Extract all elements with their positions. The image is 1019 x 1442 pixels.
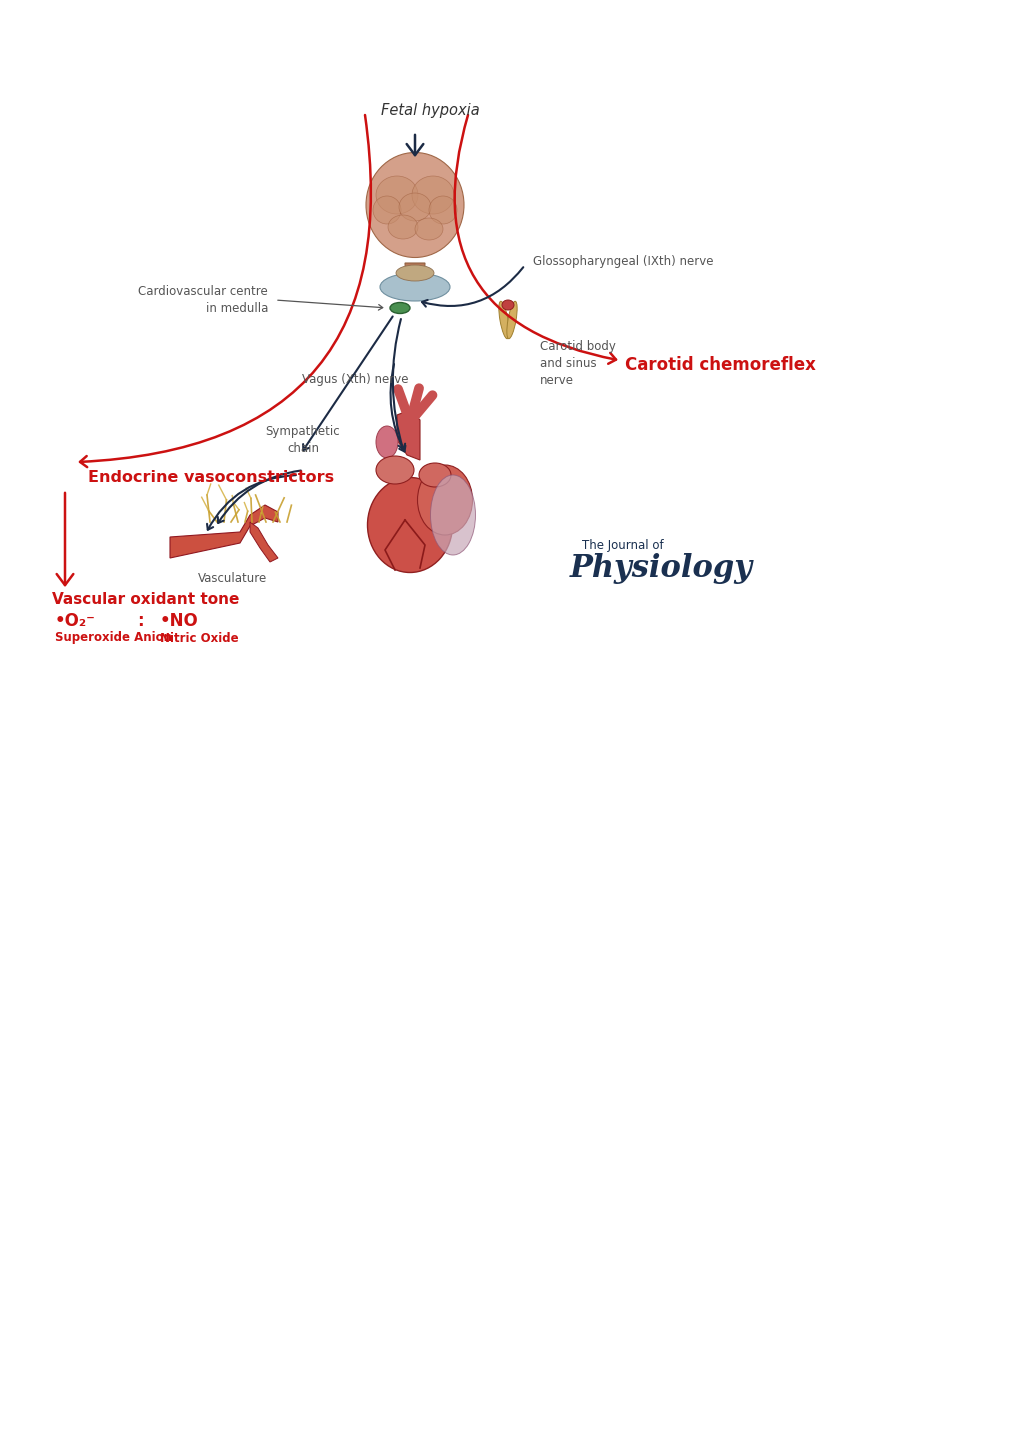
- Ellipse shape: [506, 301, 517, 339]
- Polygon shape: [405, 262, 425, 300]
- Ellipse shape: [419, 463, 450, 487]
- Ellipse shape: [415, 218, 442, 239]
- Text: Vasculature: Vasculature: [198, 572, 267, 585]
- Polygon shape: [396, 410, 420, 460]
- Ellipse shape: [395, 265, 433, 281]
- Polygon shape: [250, 522, 278, 562]
- Text: Fetal hypoxia: Fetal hypoxia: [380, 102, 479, 117]
- Text: Endocrine vasoconstrictors: Endocrine vasoconstrictors: [88, 470, 334, 486]
- Ellipse shape: [501, 300, 514, 310]
- Ellipse shape: [417, 464, 472, 535]
- Ellipse shape: [389, 303, 410, 313]
- Text: Sympathetic
chain: Sympathetic chain: [265, 425, 340, 456]
- Ellipse shape: [412, 176, 453, 213]
- Ellipse shape: [376, 456, 414, 485]
- Text: Physiology: Physiology: [570, 552, 752, 584]
- Text: Nitric Oxide: Nitric Oxide: [160, 632, 238, 645]
- Ellipse shape: [430, 474, 475, 555]
- Text: •O₂⁻: •O₂⁻: [55, 611, 96, 630]
- Ellipse shape: [380, 273, 449, 301]
- Ellipse shape: [498, 301, 508, 339]
- Text: Glossopharyngeal (IXth) nerve: Glossopharyngeal (IXth) nerve: [533, 254, 713, 268]
- Text: Superoxide Anion: Superoxide Anion: [55, 632, 172, 645]
- Ellipse shape: [387, 215, 418, 239]
- Ellipse shape: [398, 193, 431, 221]
- Text: Vascular oxidant tone: Vascular oxidant tone: [52, 593, 239, 607]
- Text: Cardiovascular centre
in medulla: Cardiovascular centre in medulla: [139, 286, 268, 314]
- Text: Vagus (Xth) nerve: Vagus (Xth) nerve: [302, 373, 408, 386]
- Ellipse shape: [376, 425, 397, 459]
- Text: •NO: •NO: [160, 611, 199, 630]
- Ellipse shape: [429, 196, 457, 224]
- Text: The Journal of: The Journal of: [582, 539, 663, 552]
- Text: Carotid body
and sinus
nerve: Carotid body and sinus nerve: [539, 340, 615, 386]
- Polygon shape: [170, 505, 278, 558]
- Text: Carotid chemoreflex: Carotid chemoreflex: [625, 356, 815, 373]
- Ellipse shape: [373, 196, 400, 224]
- Ellipse shape: [366, 153, 464, 258]
- Ellipse shape: [376, 176, 418, 213]
- Text: :: :: [137, 611, 144, 630]
- Ellipse shape: [367, 477, 452, 572]
